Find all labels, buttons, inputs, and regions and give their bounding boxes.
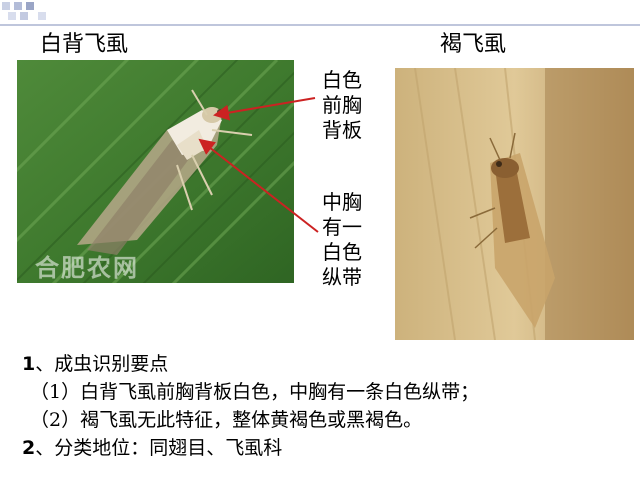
- note-sub-1: （1）白背飞虱前胸背板白色，中胸有一条白色纵带；: [30, 381, 480, 403]
- slide-corner-decoration-icon: [2, 2, 46, 20]
- note-sub-2: （2）褐飞虱无此特征，整体黄褐色或黑褐色。: [30, 409, 423, 431]
- note-text: 、成虫识别要点: [35, 353, 169, 375]
- note-item-2: 2、分类地位：同翅目、飞虱科: [22, 434, 632, 462]
- photo-white-backed-planthopper: 合肥农网: [17, 60, 294, 283]
- note-number: 2: [22, 437, 36, 459]
- photo-brown-planthopper: [395, 68, 634, 340]
- label-line: 中胸: [322, 190, 362, 214]
- label-mesonotum-white-stripe: 中胸 有一 白色 纵带: [320, 190, 364, 290]
- label-line: 白色: [322, 240, 362, 264]
- label-line: 纵带: [322, 265, 362, 289]
- caption-brown-planthopper: 褐飞虱: [440, 32, 507, 57]
- photo-watermark: 合肥农网: [35, 254, 139, 282]
- note-number: 1: [22, 353, 36, 375]
- label-line: 有一: [322, 215, 362, 239]
- label-line: 白色: [322, 68, 362, 92]
- note-text: 、分类地位：同翅目、飞虱科: [35, 437, 283, 459]
- label-line: 前胸: [322, 93, 362, 117]
- label-line: 背板: [322, 118, 362, 142]
- label-white-pronotum: 白色 前胸 背板: [320, 68, 364, 143]
- note-item-1: 1、成虫识别要点: [22, 350, 632, 378]
- header-divider: [0, 24, 640, 26]
- notes-section: 1、成虫识别要点 （1）白背飞虱前胸背板白色，中胸有一条白色纵带； （2）褐飞虱…: [22, 350, 632, 462]
- caption-white-backed-planthopper: 白背飞虱: [40, 32, 129, 57]
